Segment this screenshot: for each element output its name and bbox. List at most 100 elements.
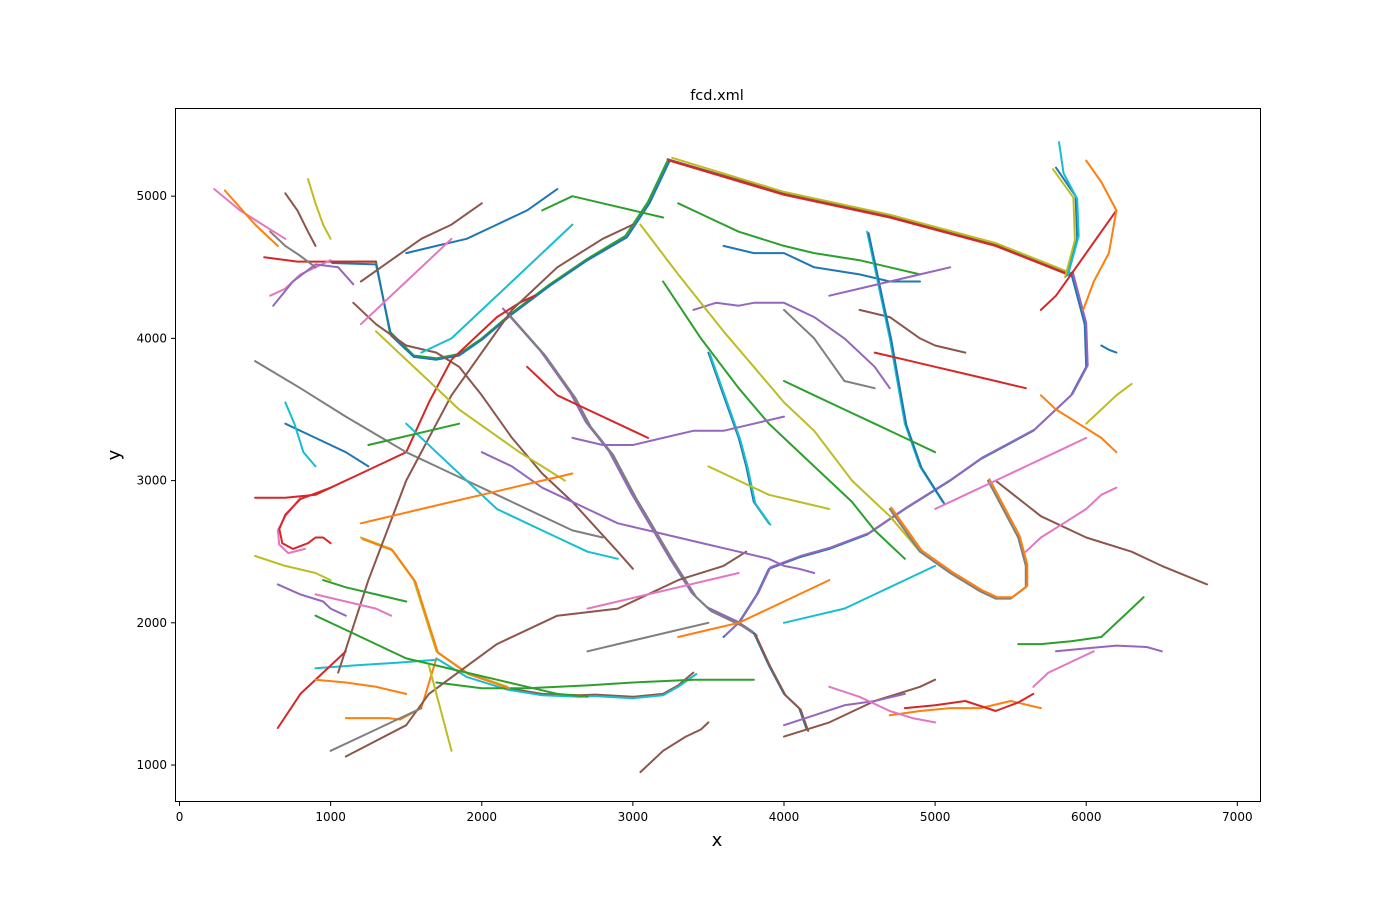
trajectory-line-84 (367, 422, 461, 446)
trajectory-line-99 (1100, 344, 1118, 354)
trajectory-line-38 (783, 692, 906, 727)
trajectory-line-30 (692, 301, 891, 390)
trajectory-line-68 (873, 351, 1027, 390)
trajectory-line-17 (506, 671, 695, 698)
trajectory-line-56 (284, 192, 317, 247)
y-tick-label: 1000 (136, 758, 167, 772)
trajectory-line-76 (405, 188, 559, 255)
trajectory-line-70 (783, 564, 937, 624)
trajectory-line-90 (276, 583, 347, 617)
x-axis: 0 1000 2000 3000 4000 5000 6000 7000 (176, 802, 1253, 824)
trajectory-line-5 (671, 156, 1073, 274)
trajectory-line-60 (405, 422, 619, 560)
trajectory-line-67 (783, 380, 937, 454)
trajectory-line-61 (375, 330, 566, 482)
trajectory-line-24 (344, 550, 748, 758)
trajectory-line-34 (708, 353, 772, 526)
trajectory-line-71 (1039, 209, 1118, 311)
x-tick-label: 3000 (618, 810, 649, 824)
trajectory-line-87 (254, 486, 332, 499)
trajectory-line-73 (1039, 394, 1118, 454)
trajectory-line-26 (299, 294, 536, 501)
trajectory-line-63 (571, 415, 785, 446)
trajectory-line-7 (724, 270, 1089, 637)
trajectory-line-77 (359, 202, 483, 283)
trajectory-line-78 (420, 223, 574, 354)
trajectory-line-62 (359, 472, 574, 525)
x-tick-label: 4000 (769, 810, 800, 824)
trajectory-line-66 (586, 621, 710, 653)
trajectory-line-64 (586, 572, 740, 610)
trajectory-line-83 (526, 365, 649, 439)
trajectory-line-2 (263, 256, 377, 263)
trajectory-line-39 (828, 685, 937, 724)
trajectory-line-97 (783, 308, 876, 390)
trajectory-line-93 (314, 678, 408, 695)
trajectory-line-69 (934, 436, 1088, 510)
trajectory-line-57 (269, 230, 317, 269)
trajectory-line-74 (1024, 486, 1118, 553)
trajectory-line-4 (668, 159, 1073, 277)
trajectory-line-14 (506, 311, 758, 637)
x-tick-label: 7000 (1222, 810, 1253, 824)
trajectory-line-43 (1032, 650, 1095, 688)
trajectory-line-22 (344, 657, 438, 721)
trajectory-line-96 (639, 721, 710, 774)
trajectory-line-58 (480, 451, 816, 574)
trajectory-line-3 (666, 158, 1073, 276)
trajectory-line-85 (284, 422, 370, 468)
trajectory-line-27 (254, 360, 604, 539)
trajectory-line-94 (329, 707, 423, 752)
trajectory-line-72 (1082, 159, 1118, 311)
trajectory-line-75 (1055, 644, 1163, 653)
trajectory-line-88 (254, 555, 332, 582)
x-tick-label: 6000 (1071, 810, 1102, 824)
series-layer (213, 141, 1209, 774)
trajectory-line-55 (307, 178, 332, 240)
trajectory-line-47 (677, 202, 921, 276)
trajectory-line-35 (888, 700, 1042, 717)
y-tick-label: 5000 (136, 189, 167, 203)
chart-title: fcd.xml (690, 88, 744, 104)
trajectory-line-65 (677, 579, 831, 638)
y-axis: 1000 2000 3000 4000 5000 (136, 189, 175, 772)
trajectory-line-95 (427, 664, 453, 752)
trajectory-line-80 (541, 195, 665, 219)
y-tick-label: 4000 (136, 331, 167, 345)
x-tick-label: 2000 (466, 810, 497, 824)
x-axis-label: x (712, 830, 723, 851)
trajectory-line-29 (994, 479, 1209, 586)
y-axis-label: y (104, 449, 125, 460)
trajectory-line-89 (314, 593, 393, 617)
trajectory-line-25 (352, 301, 634, 570)
trajectory-line-19 (435, 678, 755, 690)
trajectory-line-31 (639, 223, 921, 553)
trajectory-line-41 (890, 478, 1029, 599)
trajectory-line-79 (359, 237, 453, 326)
trajectory-line-21 (361, 537, 510, 690)
trajectory-line-42 (1017, 596, 1145, 646)
x-tick-label: 1000 (315, 810, 346, 824)
trajectory-line-54 (272, 263, 355, 307)
trajectory-line-48 (858, 308, 967, 354)
y-tick-label: 3000 (136, 474, 167, 488)
y-tick-label: 2000 (136, 616, 167, 630)
trajectory-line-91 (322, 579, 408, 603)
trajectory-line-45 (278, 498, 332, 550)
plot-frame (175, 108, 1261, 802)
trajectory-line-51 (213, 188, 287, 240)
trajectory-line-36 (903, 692, 1035, 712)
trajectory-line-98 (1085, 382, 1133, 425)
trajectory-line-82 (707, 465, 831, 510)
trajectory-line-92 (276, 650, 347, 729)
trajectory-line-52 (223, 189, 279, 247)
trajectory-line-28 (337, 223, 634, 674)
trajectory-line-9 (1052, 168, 1076, 279)
x-tick-label: 0 (176, 810, 184, 824)
trajectory-line-86 (284, 401, 317, 468)
trajectory-line-16 (754, 633, 810, 732)
trajectory-line-32 (662, 280, 906, 560)
trajectory-line-59 (314, 614, 589, 698)
